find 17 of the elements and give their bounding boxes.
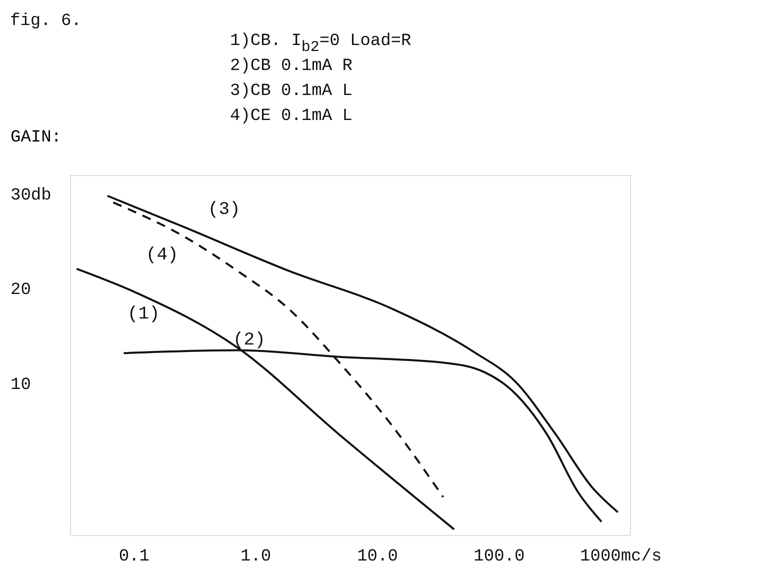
text: 3)CB 0.1mA L (230, 82, 352, 101)
y-tick-label: 20 (10, 281, 31, 300)
y-tick-label: 30db (10, 186, 52, 206)
series-label: (3) (208, 200, 240, 220)
series-label: (2) (233, 330, 266, 350)
x-tick-label: 0.1 (118, 548, 150, 566)
y-axis-title: GAIN: (10, 128, 62, 148)
x-tick-label: 1.0 (240, 548, 272, 566)
y-tick-label: 10 (10, 376, 31, 395)
x-tick-label: 10.0 (357, 548, 398, 566)
text: 4)CE 0.1mA L (230, 107, 352, 126)
chart-title: fig. 6. (10, 12, 82, 31)
x-tick-label: 1000mc/s (580, 548, 662, 566)
series-label: (4) (146, 246, 178, 266)
x-tick-label: 100.0 (474, 548, 525, 566)
series-label: (1) (127, 304, 160, 325)
text: 2)CB 0.1mA R (230, 57, 352, 76)
